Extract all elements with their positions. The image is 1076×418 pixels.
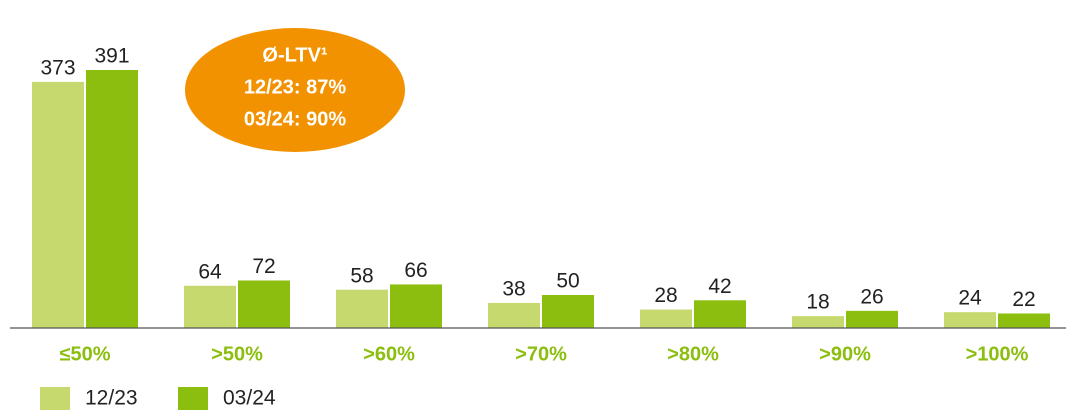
x-tick-label: ≤50% xyxy=(59,343,110,365)
value-label: 391 xyxy=(94,45,129,68)
bar xyxy=(336,289,388,328)
value-label: 22 xyxy=(1012,288,1035,311)
value-label: 66 xyxy=(404,259,427,282)
bar xyxy=(944,312,996,328)
bar xyxy=(846,310,898,328)
value-label: 38 xyxy=(502,277,525,300)
value-label: 50 xyxy=(556,270,579,293)
legend-swatch xyxy=(178,387,208,410)
x-tick-label: >90% xyxy=(819,343,871,365)
bar xyxy=(32,81,84,329)
annotation-text: Ø-LTV¹ xyxy=(262,44,328,66)
bar xyxy=(792,316,844,328)
x-tick-label: >80% xyxy=(667,343,719,365)
value-label: 26 xyxy=(860,285,883,308)
bar xyxy=(998,313,1050,328)
bar xyxy=(488,302,540,328)
legend-label: 03/24 xyxy=(223,387,276,410)
value-label: 18 xyxy=(806,291,829,314)
annotation-text: 03/24: 90% xyxy=(244,108,347,130)
legend-label: 12/23 xyxy=(85,387,138,410)
value-label: 42 xyxy=(708,275,731,298)
value-label: 24 xyxy=(958,287,982,310)
value-label: 373 xyxy=(40,56,75,79)
annotation-text: 12/23: 87% xyxy=(244,76,347,98)
bar xyxy=(184,285,236,328)
x-tick-label: >70% xyxy=(515,343,567,365)
x-tick-label: >60% xyxy=(363,343,415,365)
bar xyxy=(542,295,594,328)
annotation-bubble xyxy=(185,28,405,152)
value-label: 72 xyxy=(252,255,275,278)
bar xyxy=(86,70,138,328)
bar xyxy=(694,300,746,328)
legend-swatch xyxy=(40,387,70,410)
x-tick-label: >50% xyxy=(211,343,263,365)
bar xyxy=(390,284,442,328)
value-label: 58 xyxy=(350,264,373,287)
bar xyxy=(238,280,290,328)
value-label: 64 xyxy=(198,260,222,283)
bar xyxy=(640,309,692,328)
value-label: 28 xyxy=(654,284,677,307)
x-tick-label: >100% xyxy=(966,343,1029,365)
